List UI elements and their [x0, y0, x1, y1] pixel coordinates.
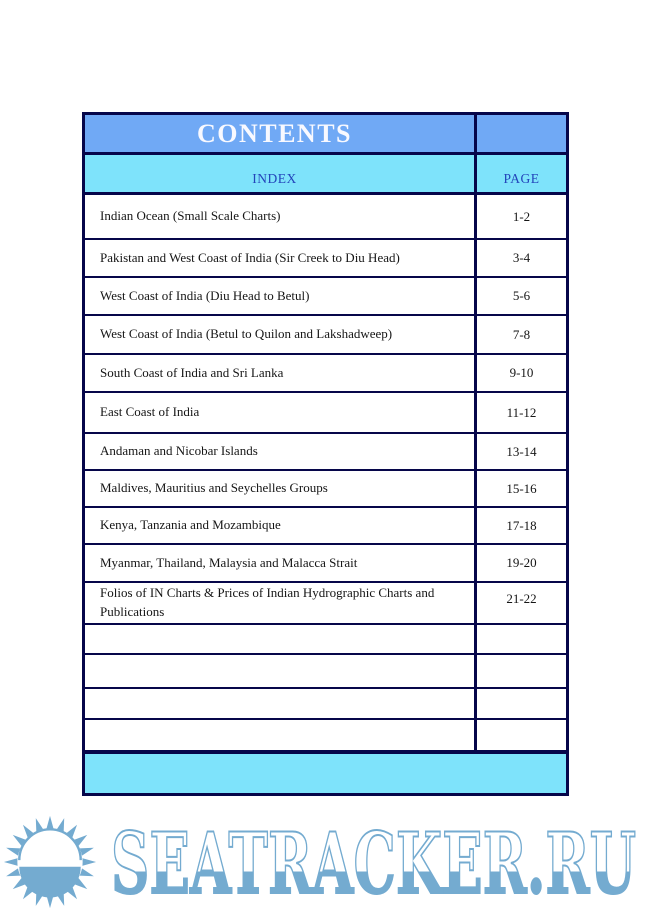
row-index-text: Folios of IN Charts & Prices of Indian H… — [85, 583, 477, 623]
table-footer-bar — [85, 752, 566, 793]
sun-upper-outline — [18, 828, 82, 861]
table-row-empty — [85, 689, 566, 720]
row-index-text: West Coast of India (Diu Head to Betul) — [85, 278, 477, 314]
row-page-number — [477, 625, 566, 653]
row-index-text — [85, 720, 477, 750]
table-row: East Coast of India 11-12 — [85, 393, 566, 434]
table-row: Kenya, Tanzania and Mozambique 17-18 — [85, 508, 566, 545]
row-index-text: Andaman and Nicobar Islands — [85, 434, 477, 469]
row-index-text: East Coast of India — [85, 393, 477, 432]
index-column-header: INDEX — [252, 171, 297, 186]
row-index-text: Kenya, Tanzania and Mozambique — [85, 508, 477, 543]
page-column-header: PAGE — [503, 171, 540, 186]
row-page-number: 5-6 — [512, 288, 531, 303]
page-column-header-cell: PAGE — [477, 155, 566, 192]
row-page-number — [477, 720, 566, 750]
sun-lower-half — [19, 866, 81, 898]
table-row: Pakistan and West Coast of India (Sir Cr… — [85, 240, 566, 278]
row-index-text — [85, 625, 477, 653]
table-row: Maldives, Mauritius and Seychelles Group… — [85, 471, 566, 508]
row-index-text: South Coast of India and Sri Lanka — [85, 355, 477, 391]
contents-table: CONTENTS INDEX PAGE Indian Ocean (Small … — [82, 112, 569, 796]
column-header-row: INDEX PAGE — [85, 155, 566, 195]
watermark-text-graphic: SEATRACKER.RU — [110, 819, 637, 903]
watermark-text: SEATRACKER.RU — [111, 819, 636, 903]
index-column-header-cell: INDEX — [85, 155, 477, 192]
row-index-text: Indian Ocean (Small Scale Charts) — [85, 195, 477, 238]
row-page-number — [477, 689, 566, 718]
row-page-number — [477, 655, 566, 687]
table-row-empty — [85, 625, 566, 655]
row-page-number: 7-8 — [512, 326, 531, 342]
watermark: SEATRACKER.RU — [0, 810, 650, 909]
row-index-text — [85, 655, 477, 687]
row-page-number: 1-2 — [512, 208, 531, 224]
row-page-number: 3-4 — [512, 250, 531, 265]
table-header-row: CONTENTS — [85, 115, 566, 155]
table-row: Folios of IN Charts & Prices of Indian H… — [85, 583, 566, 625]
row-index-text: West Coast of India (Betul to Quilon and… — [85, 316, 477, 353]
table-row: West Coast of India (Betul to Quilon and… — [85, 316, 566, 355]
table-row: Myanmar, Thailand, Malaysia and Malacca … — [85, 545, 566, 583]
table-row: West Coast of India (Diu Head to Betul) … — [85, 278, 566, 316]
row-page-number: 21-22 — [506, 591, 537, 606]
row-page-number: 9-10 — [509, 365, 534, 380]
row-index-text — [85, 689, 477, 718]
table-row: Indian Ocean (Small Scale Charts) 1-2 — [85, 195, 566, 240]
table-row: South Coast of India and Sri Lanka 9-10 — [85, 355, 566, 393]
row-page-number: 13-14 — [506, 443, 537, 459]
table-row: Andaman and Nicobar Islands 13-14 — [85, 434, 566, 471]
row-page-number: 19-20 — [506, 555, 537, 570]
row-page-number: 17-18 — [506, 517, 537, 533]
sun-icon — [3, 815, 97, 909]
page-title: CONTENTS — [196, 118, 353, 148]
row-page-number: 15-16 — [506, 480, 537, 496]
row-index-text: Myanmar, Thailand, Malaysia and Malacca … — [85, 545, 477, 581]
table-row-empty — [85, 655, 566, 689]
sun-upper-half — [19, 829, 81, 861]
contents-title-cell: CONTENTS — [85, 115, 477, 152]
table-row-empty — [85, 720, 566, 752]
row-page-number: 11-12 — [506, 404, 537, 420]
row-index-text: Pakistan and West Coast of India (Sir Cr… — [85, 240, 477, 276]
row-index-text: Maldives, Mauritius and Seychelles Group… — [85, 471, 477, 506]
header-page-cell-empty — [477, 115, 566, 152]
